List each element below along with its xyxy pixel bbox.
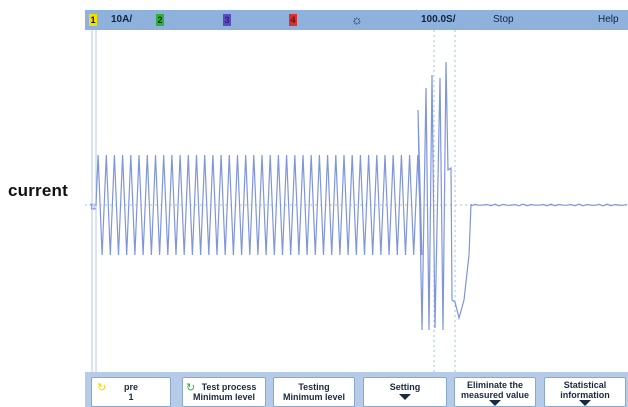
run-stop-status[interactable]: Stop [493,14,514,25]
refresh-icon: ↻ [97,382,107,394]
ground-marker-icon[interactable]: ⇅ [89,203,97,213]
setting-button[interactable]: Setting [363,377,447,407]
chevron-down-icon [399,394,411,400]
current-trace [95,61,628,331]
statistical-information-button[interactable]: Statistical information [544,377,626,407]
pre-button[interactable]: ↻ pre 1 [91,377,171,407]
help-button[interactable]: Help [598,14,619,25]
status-bar: 1 10A/ 2 3 4 ☼ 100.0S/ Stop Help [85,10,628,30]
chevron-down-icon [579,400,591,406]
channel-1-indicator[interactable]: 1 [89,14,97,26]
oscilloscope-display: 1 10A/ 2 3 4 ☼ 100.0S/ Stop Help ⇅ ↻ pre… [85,10,628,407]
testing-minimum-level-button[interactable]: Testing Minimum level [273,377,355,407]
test-process-button[interactable]: ↻ Test process Minimum level [182,377,266,407]
vertical-scale[interactable]: 10A/ [111,14,133,25]
sun-icon[interactable]: ☼ [351,12,363,27]
timebase-readout[interactable]: 100.0S/ [421,14,456,25]
chevron-down-icon [489,400,501,406]
channel-name-label: current [8,181,68,200]
refresh-icon: ↻ [186,382,196,394]
waveform-plot: ⇅ [85,30,628,373]
channel-2-indicator[interactable]: 2 [156,14,164,26]
channel-3-indicator[interactable]: 3 [223,14,231,26]
softkey-bar: ↻ pre 1 ↻ Test process Minimum level Tes… [85,372,628,407]
channel-4-indicator[interactable]: 4 [289,14,297,26]
eliminate-measured-value-button[interactable]: Eliminate the measured value [454,377,536,407]
